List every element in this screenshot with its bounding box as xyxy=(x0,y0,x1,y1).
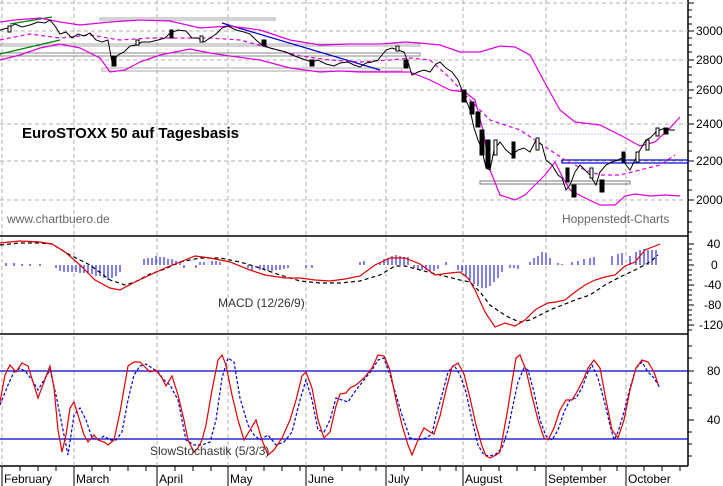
svg-text:40: 40 xyxy=(707,237,721,251)
svg-text:June: June xyxy=(308,472,334,486)
svg-text:-120: -120 xyxy=(699,318,723,332)
support-lines xyxy=(0,17,689,185)
vertical-grid xyxy=(1,0,627,466)
svg-text:March: March xyxy=(76,472,109,486)
right-axis-ticks xyxy=(688,2,694,457)
svg-text:February: February xyxy=(4,472,52,486)
svg-text:-80: -80 xyxy=(704,298,722,312)
svg-text:0: 0 xyxy=(711,258,718,272)
svg-text:80: 80 xyxy=(707,364,721,378)
macd-histogram xyxy=(5,249,657,288)
stoch-k-line xyxy=(0,353,659,459)
svg-text:October: October xyxy=(628,472,671,486)
svg-text:September: September xyxy=(548,472,607,486)
svg-text:August: August xyxy=(465,472,503,486)
price-axis-labels: 3000 2800 2600 2400 2200 2000 xyxy=(696,24,723,207)
watermark-right: Hoppenstedt-Charts xyxy=(562,212,669,226)
svg-text:3000: 3000 xyxy=(696,24,723,38)
stoch-axis-labels: 80 40 xyxy=(707,364,721,427)
stoch-label: SlowStochastik (5/3/3) xyxy=(150,444,269,458)
svg-text:2200: 2200 xyxy=(696,154,723,168)
macd-signal-line xyxy=(0,242,659,323)
svg-text:April: April xyxy=(159,472,183,486)
svg-text:July: July xyxy=(388,472,409,486)
macd-axis-labels: 40 0 -40 -80 -120 xyxy=(699,237,723,332)
time-axis-ticks xyxy=(1,466,681,486)
macd-line xyxy=(0,240,661,328)
watermark-left: www.chartbuero.de xyxy=(6,212,110,226)
chart-title: EuroSTOXX 50 auf Tagesbasis xyxy=(22,125,239,142)
svg-text:2000: 2000 xyxy=(696,193,723,207)
trendline-green xyxy=(0,39,61,55)
bollinger-bands xyxy=(0,17,681,206)
macd-label: MACD (12/26/9) xyxy=(218,296,305,310)
time-axis-labels: February March April May June July Augus… xyxy=(4,472,671,486)
svg-text:May: May xyxy=(230,472,253,486)
svg-text:2400: 2400 xyxy=(696,117,723,131)
svg-text:40: 40 xyxy=(707,413,721,427)
svg-text:2600: 2600 xyxy=(696,83,723,97)
candlesticks xyxy=(0,19,675,198)
svg-text:-40: -40 xyxy=(704,278,722,292)
svg-text:2800: 2800 xyxy=(696,53,723,67)
trendline-green-2 xyxy=(9,16,53,25)
stoch-d-line xyxy=(0,357,661,457)
